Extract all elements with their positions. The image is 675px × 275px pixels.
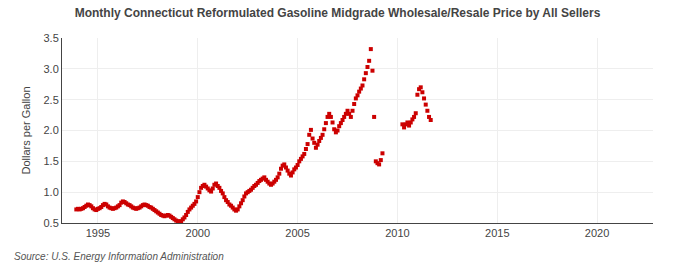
svg-text:2.5: 2.5 xyxy=(44,94,59,106)
svg-text:2015: 2015 xyxy=(485,227,509,239)
svg-text:0.5: 0.5 xyxy=(44,217,59,229)
svg-text:1.0: 1.0 xyxy=(44,186,59,198)
svg-text:2000: 2000 xyxy=(186,227,210,239)
svg-text:2010: 2010 xyxy=(385,227,409,239)
svg-text:Dollars per Gallon: Dollars per Gallon xyxy=(20,86,32,174)
svg-text:3.0: 3.0 xyxy=(44,63,59,75)
svg-text:3.5: 3.5 xyxy=(44,32,59,44)
svg-text:Monthly Connecticut Reformulat: Monthly Connecticut Reformulated Gasolin… xyxy=(75,6,601,20)
svg-text:2005: 2005 xyxy=(285,227,309,239)
svg-text:Source: U.S. Energy Informatio: Source: U.S. Energy Information Administ… xyxy=(14,251,224,262)
svg-text:2.0: 2.0 xyxy=(44,124,59,136)
svg-text:1995: 1995 xyxy=(86,227,110,239)
svg-text:1.5: 1.5 xyxy=(44,155,59,167)
svg-text:2020: 2020 xyxy=(585,227,609,239)
